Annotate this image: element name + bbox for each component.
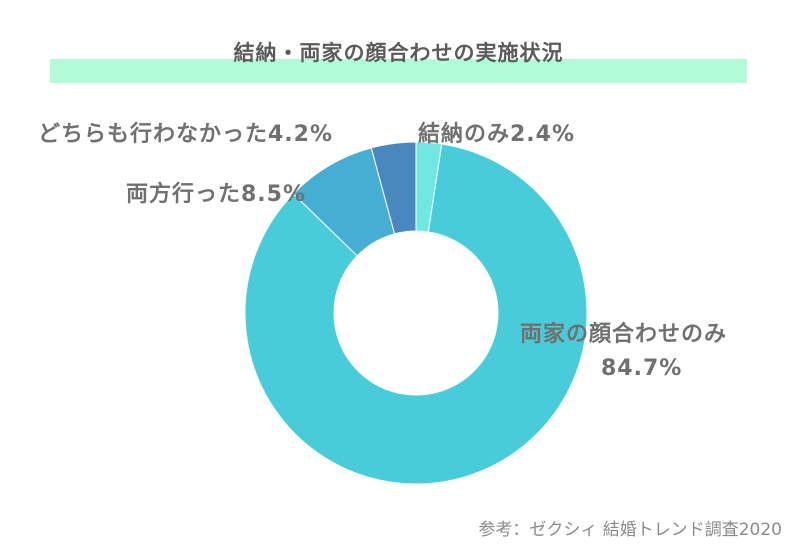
- slice-kaoawase-only: [244, 143, 588, 485]
- slice-label-both: 両方行った8.5%: [126, 182, 307, 207]
- source-note: 参考：ゼクシィ 結婚トレンド調査2020: [478, 520, 782, 540]
- slice-label-neither: どちらも行わなかった4.2%: [38, 122, 334, 147]
- slice-value-kaoawase-only: 84.7%: [601, 356, 683, 381]
- slice-label-yuino-only: 結納のみ2.4%: [418, 122, 576, 147]
- slice-neither: [370, 141, 417, 235]
- title-highlight-bar: [50, 59, 747, 83]
- slice-label-kaoawase-only: 両家の顔合わせのみ: [520, 322, 728, 347]
- chart-title: 結納・両家の顔合わせの実施状況: [233, 41, 564, 65]
